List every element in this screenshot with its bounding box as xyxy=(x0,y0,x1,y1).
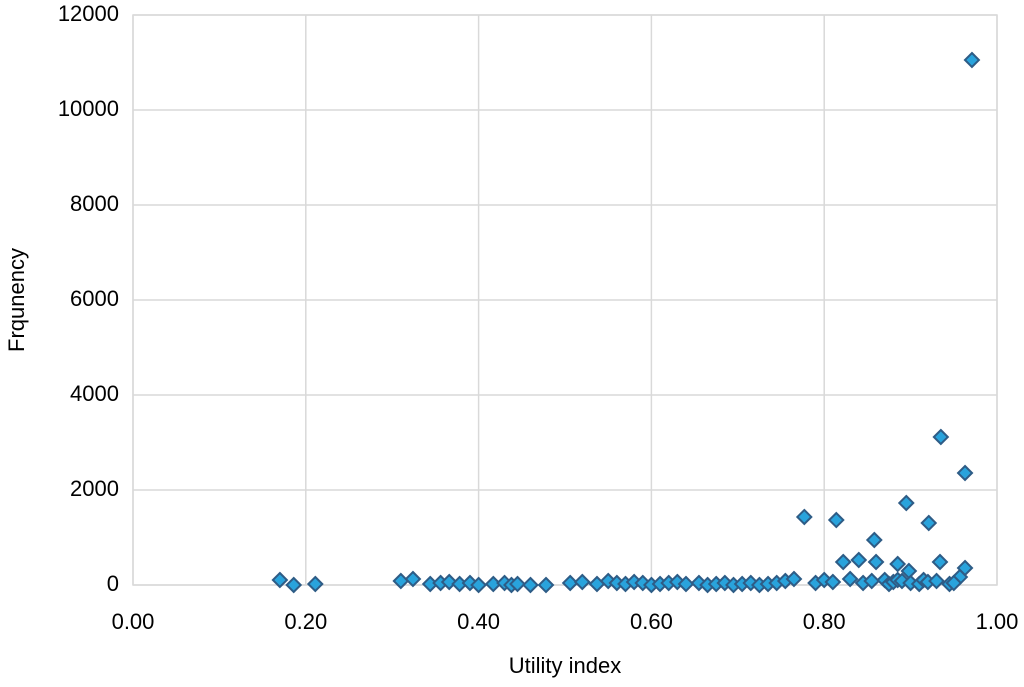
y-tick-label: 12000 xyxy=(58,1,119,26)
x-axis-label: Utility index xyxy=(509,653,621,678)
y-tick-label: 6000 xyxy=(70,286,119,311)
point xyxy=(561,574,579,592)
point xyxy=(956,464,974,482)
point xyxy=(285,576,303,594)
point xyxy=(470,576,488,594)
point xyxy=(271,571,289,589)
point xyxy=(392,572,410,590)
point xyxy=(827,511,845,529)
point xyxy=(795,508,813,526)
point xyxy=(931,553,949,571)
point xyxy=(522,576,539,594)
point xyxy=(865,531,883,549)
point xyxy=(677,575,695,593)
point xyxy=(850,551,868,569)
point xyxy=(537,576,555,594)
x-tick-label: 0.00 xyxy=(112,609,155,634)
point xyxy=(306,575,324,593)
x-tick-label: 0.40 xyxy=(457,609,500,634)
point xyxy=(824,573,842,591)
point xyxy=(785,570,803,588)
point xyxy=(863,572,881,590)
point xyxy=(889,555,907,573)
x-tick-label: 1.00 xyxy=(976,609,1019,634)
point xyxy=(867,553,885,571)
point xyxy=(404,570,422,588)
y-tick-label: 2000 xyxy=(70,476,119,501)
y-tick-label: 10000 xyxy=(58,96,119,121)
y-axis-label: Frqunency xyxy=(4,248,29,352)
point xyxy=(928,572,945,590)
point xyxy=(932,428,950,446)
point xyxy=(509,575,526,593)
point xyxy=(897,494,915,512)
y-tick-label: 4000 xyxy=(70,381,119,406)
point xyxy=(963,51,981,69)
x-tick-label: 0.20 xyxy=(284,609,327,634)
point xyxy=(841,570,859,588)
y-tick-label: 0 xyxy=(107,571,119,596)
point xyxy=(945,574,963,592)
y-tick-label: 8000 xyxy=(70,191,119,216)
point xyxy=(920,514,938,532)
point xyxy=(573,573,591,591)
x-tick-label: 0.60 xyxy=(630,609,673,634)
point xyxy=(834,553,852,571)
x-tick-label: 0.80 xyxy=(803,609,846,634)
